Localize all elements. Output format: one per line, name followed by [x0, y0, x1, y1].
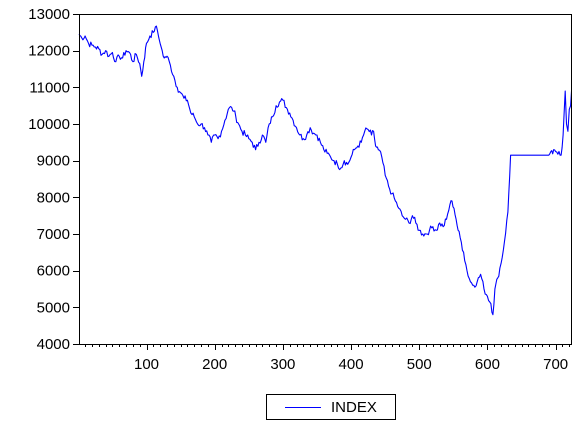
y-tick-label: 6000	[37, 263, 70, 280]
legend-series-label: INDEX	[331, 399, 377, 416]
y-tick-label: 4000	[37, 336, 70, 353]
x-tick-label: 100	[134, 356, 159, 373]
x-tick-label: 600	[475, 356, 500, 373]
x-tick-label: 700	[543, 356, 568, 373]
y-tick-label: 12000	[28, 43, 70, 60]
y-tick-label: 8000	[37, 189, 70, 206]
y-tick-label: 11000	[29, 79, 70, 96]
legend-line-swatch	[285, 407, 321, 408]
y-tick-label: 5000	[37, 299, 70, 316]
x-tick-label: 200	[202, 356, 227, 373]
y-tick-label: 7000	[37, 226, 70, 243]
x-tick-label: 400	[339, 356, 364, 373]
index-series-line	[78, 25, 572, 316]
x-axis-tick-labels: 100 200 300 400 500 600 700	[134, 356, 568, 373]
x-tick-label: 500	[407, 356, 432, 373]
y-tick-label: 9000	[37, 153, 70, 170]
legend: INDEX	[266, 394, 396, 420]
x-tick-label: 300	[270, 356, 295, 373]
y-tick-label: 10000	[28, 116, 70, 133]
plot-area-frame	[79, 14, 572, 345]
y-axis-tick-labels: 4000 5000 6000 7000 8000 9000 10000 11000 12000 1…	[28, 6, 70, 353]
y-tick-label: 13000	[28, 6, 70, 23]
axis-ticks	[73, 14, 570, 350]
